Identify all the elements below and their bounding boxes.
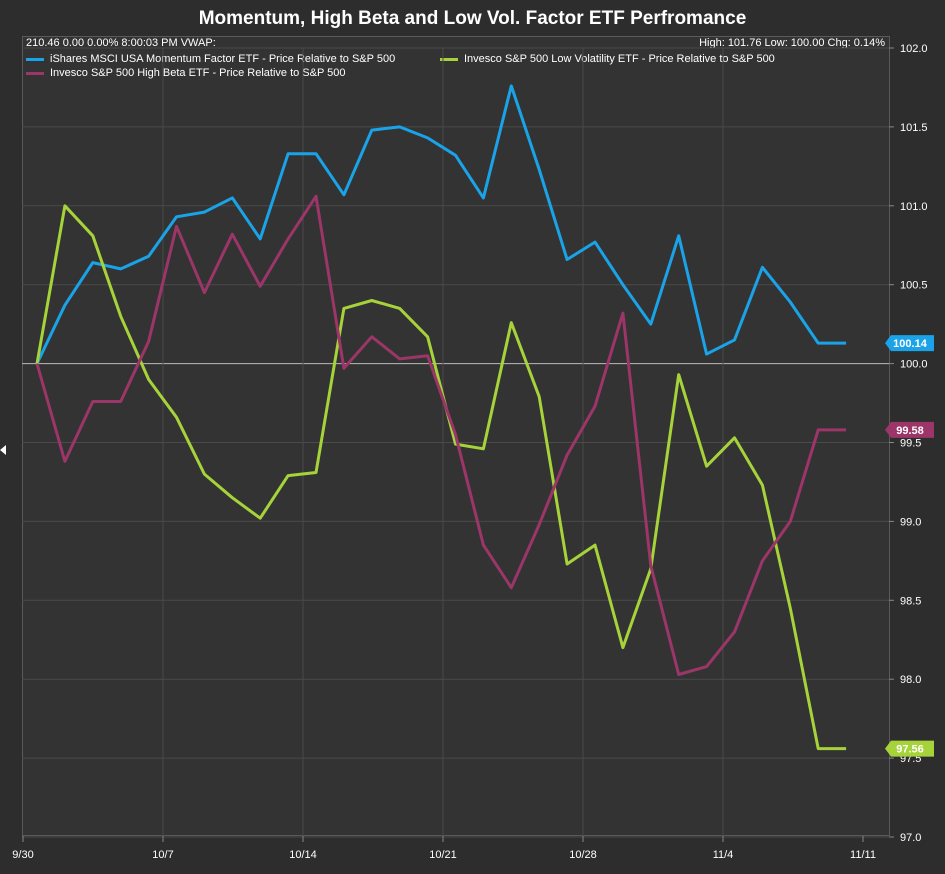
legend-swatch-low-vol: [440, 57, 458, 61]
y-tick-label: 98.0: [900, 674, 921, 686]
x-tick-label: 9/30: [12, 849, 33, 861]
legend-entry-low-vol[interactable]: Invesco S&P 500 Low Volatility ETF - Pri…: [440, 53, 775, 65]
end-value-label-high_beta: 99.58: [896, 425, 924, 437]
series-line-momentum: [35, 84, 847, 365]
chart-title: Momentum, High Beta and Low Vol. Factor …: [198, 8, 747, 29]
scroll-left-arrow-icon[interactable]: [0, 445, 6, 455]
x-tick-label: 11/11: [850, 849, 876, 861]
y-tick-label: 99.5: [900, 438, 921, 450]
end-value-tag-high_beta: [885, 421, 934, 438]
legend-label-low-vol: Invesco S&P 500 Low Volatility ETF - Pri…: [464, 53, 775, 65]
y-tick-label: 100.0: [900, 359, 928, 371]
x-tick-label: 11/4: [713, 849, 734, 861]
legend-entry-high-beta[interactable]: Invesco S&P 500 High Beta ETF - Price Re…: [26, 67, 346, 79]
high-low-change-readout: High: 101.76 Low: 100.00 Chg: 0.14%: [699, 37, 885, 49]
y-tick-label: 99.0: [900, 516, 921, 528]
series-line-low_vol: [35, 204, 847, 751]
legend-swatch-high-beta: [26, 71, 44, 75]
x-tick-label: 10/14: [289, 849, 317, 861]
legend-entry-momentum[interactable]: iShares MSCI USA Momentum Factor ETF - P…: [26, 53, 395, 65]
price-info-readout: 210.46 0.00 0.00% 8:00:03 PM VWAP:: [26, 37, 216, 49]
end-value-label-low_vol: 97.56: [896, 744, 924, 756]
y-tick-label: 101.5: [900, 122, 928, 134]
x-tick-label: 10/7: [152, 849, 173, 861]
y-tick-label: 100.5: [900, 280, 928, 292]
legend-label-high-beta: Invesco S&P 500 High Beta ETF - Price Re…: [50, 67, 346, 79]
legend-label-momentum: iShares MSCI USA Momentum Factor ETF - P…: [50, 53, 396, 65]
y-tick-label: 102.0: [900, 43, 928, 55]
y-tick-label: 101.0: [900, 201, 928, 213]
end-value-tag-momentum: [885, 335, 934, 352]
end-value-tag-low_vol: [885, 740, 934, 757]
x-tick-label: 10/21: [429, 849, 457, 861]
y-tick-label: 98.5: [900, 595, 921, 607]
x-tick-label: 10/28: [569, 849, 597, 861]
series-line-high_beta: [35, 194, 847, 676]
end-value-label-momentum: 100.14: [893, 338, 928, 350]
legend-swatch-momentum: [26, 57, 44, 61]
y-tick-label: 97.0: [900, 832, 921, 844]
